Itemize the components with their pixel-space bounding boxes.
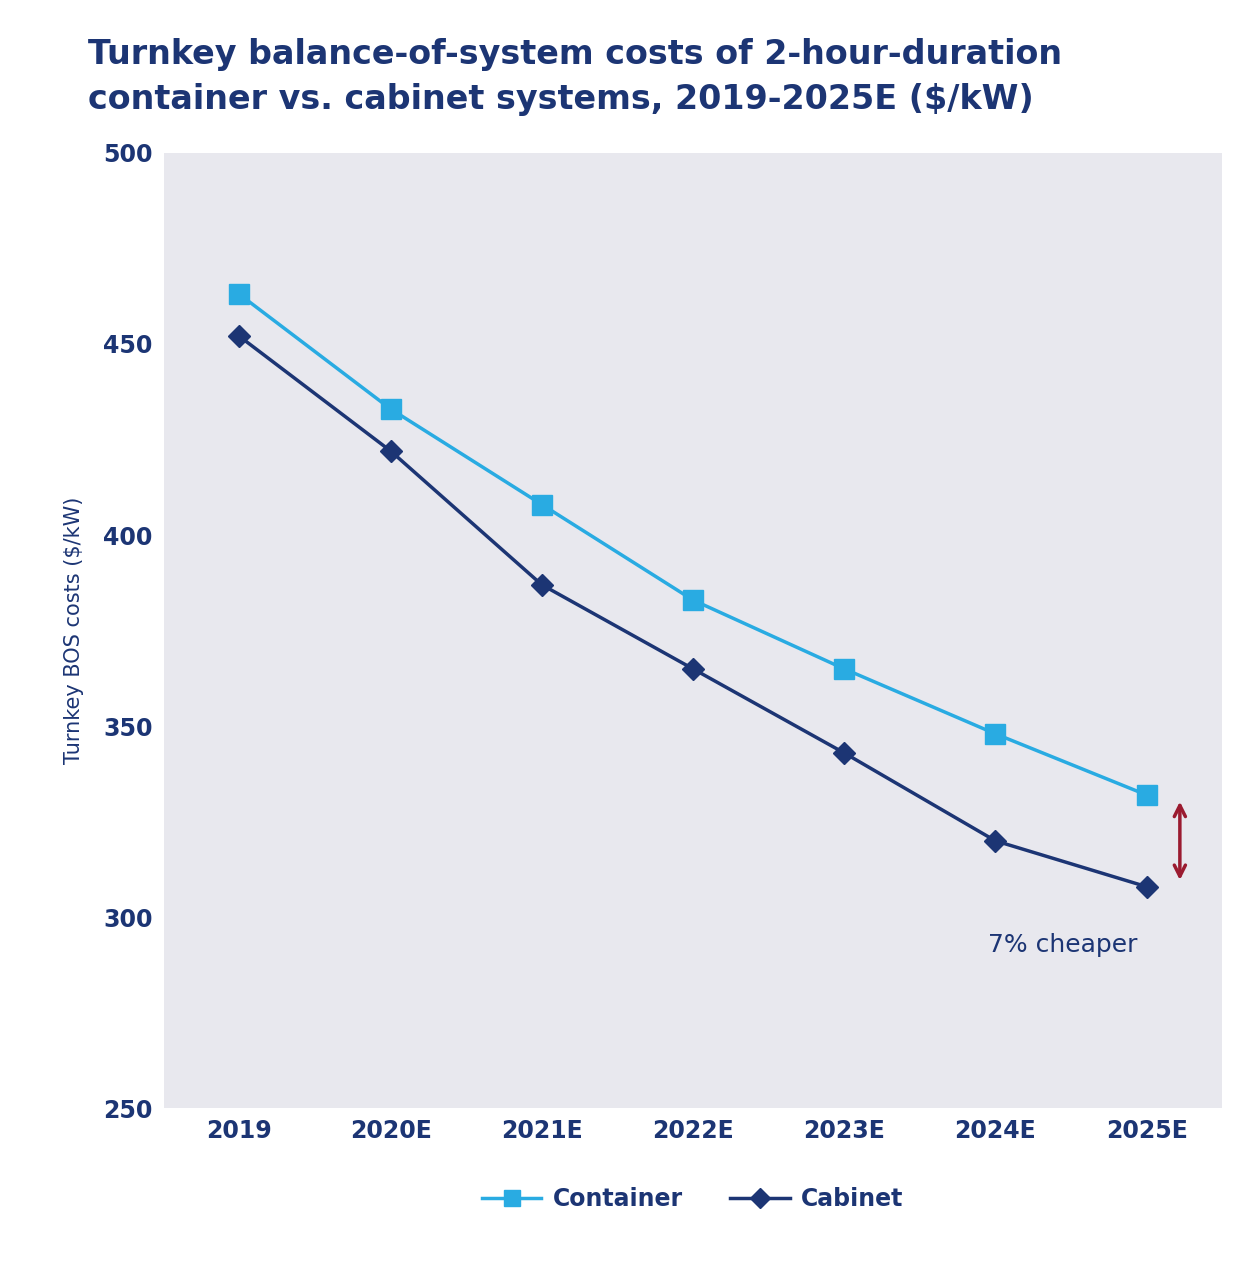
Text: Turnkey balance-of-system costs of 2-hour-duration: Turnkey balance-of-system costs of 2-hou… xyxy=(88,38,1062,71)
Container xyxy=(534,497,549,512)
Container xyxy=(685,592,701,608)
Cabinet xyxy=(837,745,852,761)
Y-axis label: Turnkey BOS costs ($/kW): Turnkey BOS costs ($/kW) xyxy=(64,497,83,764)
Cabinet xyxy=(988,833,1003,848)
Container xyxy=(383,401,398,417)
Container xyxy=(837,661,852,676)
Cabinet xyxy=(534,577,549,592)
Container xyxy=(1139,787,1154,803)
Cabinet xyxy=(685,661,701,676)
Cabinet xyxy=(383,443,398,459)
Container xyxy=(232,287,247,302)
Line: Cabinet: Cabinet xyxy=(232,329,1154,894)
Legend: Container, Cabinet: Container, Cabinet xyxy=(472,1178,914,1220)
Cabinet xyxy=(232,329,247,344)
Text: 7% cheaper: 7% cheaper xyxy=(988,933,1138,957)
Cabinet xyxy=(1139,879,1154,894)
Text: container vs. cabinet systems, 2019-2025E ($/kW): container vs. cabinet systems, 2019-2025… xyxy=(88,83,1034,116)
Container xyxy=(988,726,1003,741)
Line: Container: Container xyxy=(229,284,1157,805)
